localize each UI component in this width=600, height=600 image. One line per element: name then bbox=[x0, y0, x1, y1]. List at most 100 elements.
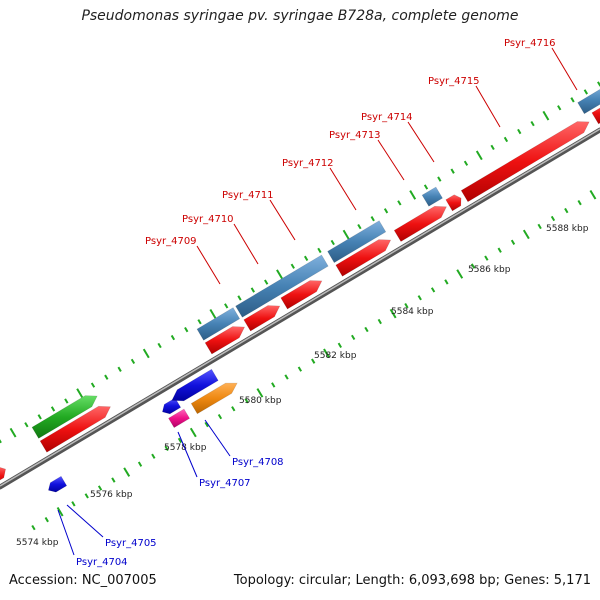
cds-forward-block[interactable] bbox=[280, 280, 323, 310]
gene-forward-block[interactable] bbox=[235, 254, 329, 318]
leader-line bbox=[269, 199, 296, 241]
tick-mark bbox=[237, 295, 242, 301]
tick-mark bbox=[430, 287, 436, 293]
tick-mark bbox=[351, 334, 356, 341]
cds-forward-block[interactable] bbox=[335, 239, 392, 277]
tick-mark bbox=[170, 334, 176, 341]
tick-mark bbox=[444, 279, 449, 285]
tick-mark bbox=[224, 303, 229, 309]
tick-mark bbox=[342, 229, 350, 240]
tick-mark bbox=[64, 398, 69, 404]
map-title: Pseudomonas syringae pv. syringae B728a,… bbox=[81, 8, 519, 24]
tick-mark bbox=[197, 319, 202, 325]
tick-mark bbox=[117, 366, 122, 372]
gene-label[interactable]: Psyr_4707 bbox=[199, 478, 251, 489]
tick-mark bbox=[370, 216, 375, 222]
gene-label[interactable]: Psyr_4705 bbox=[105, 538, 157, 549]
gene-label[interactable]: Psyr_4712 bbox=[282, 158, 334, 169]
gene-label[interactable]: Psyr_4709 bbox=[145, 236, 197, 247]
gene-forward-block[interactable] bbox=[577, 86, 600, 115]
gene-label[interactable]: Psyr_4716 bbox=[504, 38, 556, 49]
tick-mark bbox=[484, 255, 489, 261]
scale-label: 5580 kbp bbox=[239, 396, 282, 406]
tick-mark bbox=[71, 501, 76, 507]
tick-mark bbox=[337, 342, 342, 348]
tick-mark bbox=[557, 105, 562, 111]
tick-mark bbox=[250, 287, 255, 293]
cds-forward-block[interactable] bbox=[204, 326, 246, 355]
tick-mark bbox=[589, 189, 597, 200]
cds-forward-block[interactable] bbox=[445, 194, 462, 212]
gene-label[interactable]: Psyr_4708 bbox=[232, 457, 284, 468]
tick-mark bbox=[490, 144, 495, 151]
tick-mark bbox=[142, 348, 150, 359]
tick-mark bbox=[44, 517, 49, 523]
tick-mark bbox=[397, 200, 402, 206]
tick-mark bbox=[130, 358, 136, 365]
tick-mark bbox=[404, 303, 409, 309]
tick-mark bbox=[303, 255, 309, 261]
tick-mark bbox=[475, 150, 483, 161]
leader-line bbox=[407, 121, 435, 163]
cds-reverse-block[interactable] bbox=[48, 475, 68, 493]
leader-line bbox=[66, 504, 104, 538]
tick-mark bbox=[517, 128, 522, 135]
gene-label[interactable]: Psyr_4710 bbox=[182, 214, 234, 225]
tick-mark bbox=[256, 388, 264, 398]
gene-label[interactable]: Psyr_4711 bbox=[222, 190, 274, 201]
cds-forward-block[interactable] bbox=[460, 121, 590, 203]
tick-mark bbox=[377, 318, 382, 325]
cds-forward-block[interactable] bbox=[0, 467, 6, 485]
cds-orange-block[interactable] bbox=[190, 382, 238, 415]
cds-reverse-block[interactable] bbox=[171, 368, 219, 402]
tick-mark bbox=[24, 422, 29, 428]
tick-mark bbox=[50, 406, 56, 412]
tick-mark bbox=[9, 427, 17, 438]
gene-label[interactable]: Psyr_4715 bbox=[428, 76, 480, 87]
tick-mark bbox=[389, 308, 397, 319]
gene-labels[interactable]: Psyr_4709 Psyr_4710 Psyr_4711 Psyr_4712 Psyr… bbox=[57, 38, 578, 568]
cds-forward-block[interactable] bbox=[243, 305, 281, 332]
gene-forward-block[interactable] bbox=[421, 186, 443, 207]
tick-mark bbox=[583, 89, 588, 95]
scale-label: 5578 kbp bbox=[164, 443, 207, 453]
gene-label[interactable]: Psyr_4713 bbox=[329, 130, 381, 141]
scale-label: 5582 kbp bbox=[314, 351, 357, 361]
backbone bbox=[0, 127, 600, 490]
accession-label: Accession: NC_007005 bbox=[9, 573, 157, 588]
tick-mark bbox=[297, 366, 303, 372]
cds-forward-block[interactable] bbox=[591, 102, 600, 125]
cds-reverse-block[interactable] bbox=[162, 397, 182, 415]
tick-mark bbox=[264, 279, 269, 285]
tick-mark bbox=[317, 247, 322, 254]
tick-mark bbox=[217, 413, 223, 420]
tick-mark bbox=[470, 263, 476, 269]
features-layer bbox=[0, 86, 600, 493]
gene-forward-block[interactable] bbox=[196, 307, 241, 341]
tick-mark bbox=[537, 223, 542, 230]
cds-pink-block[interactable] bbox=[168, 408, 191, 429]
tick-mark bbox=[90, 382, 96, 388]
tick-mark bbox=[522, 229, 530, 240]
tick-mark bbox=[151, 453, 156, 459]
tick-mark bbox=[204, 421, 209, 428]
tick-mark bbox=[244, 398, 249, 404]
leader-line bbox=[233, 223, 259, 265]
cds-green-block[interactable] bbox=[31, 395, 98, 439]
tick-mark bbox=[550, 215, 556, 222]
topology-summary: Topology: circular; Length: 6,093,698 bp… bbox=[233, 573, 591, 588]
tick-mark bbox=[209, 308, 217, 319]
tick-mark bbox=[450, 168, 455, 174]
leader-line bbox=[329, 167, 357, 211]
gene-label[interactable]: Psyr_4714 bbox=[361, 112, 413, 123]
scale-labels: 5574 kbp 5576 kbp 5578 kbp 5580 kbp 5582 kbp… bbox=[16, 224, 589, 548]
gene-label[interactable]: Psyr_4704 bbox=[76, 557, 128, 568]
gene-forward-block[interactable] bbox=[327, 220, 387, 264]
tick-mark bbox=[364, 326, 369, 333]
scale-label: 5574 kbp bbox=[16, 538, 59, 548]
tick-mark bbox=[189, 427, 197, 438]
cds-forward-block[interactable] bbox=[393, 205, 447, 242]
tick-mark bbox=[357, 223, 362, 230]
cds-forward-block[interactable] bbox=[39, 405, 111, 453]
